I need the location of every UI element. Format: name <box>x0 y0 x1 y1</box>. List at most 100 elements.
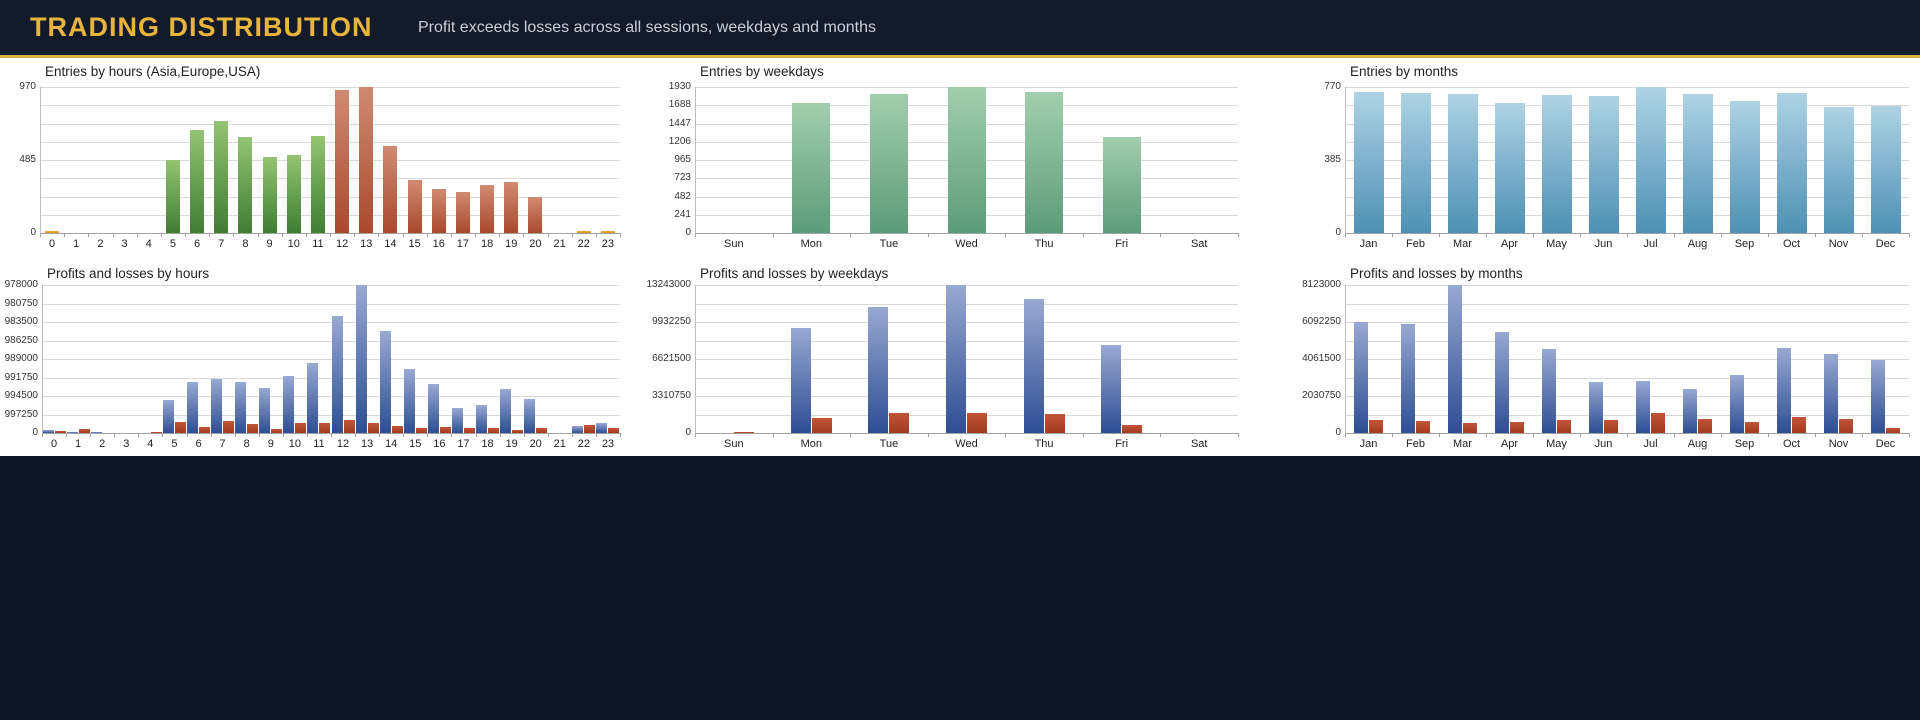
y-tick-label: 0 <box>32 427 38 438</box>
bar-loss-22 <box>584 425 596 433</box>
x-axis-tick <box>306 433 308 437</box>
bar-6 <box>190 130 205 233</box>
bar-loss-Aug <box>1698 419 1712 433</box>
bar-profit-8 <box>235 382 247 433</box>
x-axis-tick <box>426 233 428 237</box>
bar-profit-9 <box>259 388 271 433</box>
bar-profit-Apr <box>1495 332 1509 433</box>
y-tick-label: 3310750 <box>652 390 691 401</box>
y-tick-label: 978000 <box>4 279 38 290</box>
x-axis-tick <box>595 433 597 437</box>
bar-loss-Jul <box>1651 413 1665 433</box>
x-tick-label: Wed <box>955 438 978 450</box>
x-tick-label: 2 <box>97 238 104 250</box>
bar-Aug <box>1682 94 1713 233</box>
x-tick-label: Nov <box>1828 238 1849 250</box>
bar-profit-11 <box>307 363 319 433</box>
x-tick-label: 11 <box>313 438 325 450</box>
x-axis-tick <box>695 233 696 237</box>
x-axis-tick <box>620 233 621 237</box>
bar-profit-12 <box>331 316 343 433</box>
x-axis-tick <box>1862 433 1863 437</box>
bar-profit-17 <box>451 408 463 433</box>
x-axis-tick <box>1005 433 1007 437</box>
y-tick-label: 1447 <box>668 117 691 129</box>
gridline <box>1345 396 1909 397</box>
y-axis-line <box>1345 285 1346 437</box>
bar-Jul <box>1635 87 1666 233</box>
x-tick-label: Fri <box>1115 238 1129 250</box>
gridline <box>1345 196 1909 198</box>
x-axis-tick <box>547 433 549 437</box>
x-tick-label: 18 <box>480 238 494 250</box>
bar-loss-Tue <box>889 413 910 433</box>
x-tick-label: Aug <box>1687 238 1708 250</box>
x-axis-tick <box>1909 433 1910 437</box>
x-tick-label: 1 <box>73 238 80 250</box>
x-tick-label: Jul <box>1643 238 1658 250</box>
bar-profit-Aug <box>1683 389 1697 433</box>
bar-loss-Oct <box>1792 417 1806 433</box>
bar-profit-Nov <box>1824 354 1838 433</box>
x-axis-tick <box>695 433 696 437</box>
x-tick-label: 20 <box>529 438 542 450</box>
bar-loss-18 <box>488 428 500 433</box>
x-axis-tick <box>42 433 43 437</box>
bar-loss-10 <box>295 423 307 433</box>
y-tick-label: 0 <box>685 427 691 438</box>
x-axis-tick <box>281 233 283 237</box>
x-tick-label: 12 <box>336 438 350 450</box>
x-tick-label: 16 <box>433 438 446 450</box>
x-tick-label: 9 <box>266 238 273 250</box>
x-tick-label: 23 <box>601 238 615 250</box>
bar-loss-7 <box>223 421 235 433</box>
gridline <box>1345 178 1909 180</box>
x-axis-tick <box>160 233 162 237</box>
bar-profit-May <box>1542 349 1556 433</box>
x-tick-label: 21 <box>553 238 566 250</box>
y-axis-line <box>695 285 696 437</box>
x-axis-tick <box>927 433 929 437</box>
bar-profit-Oct <box>1777 348 1791 433</box>
bar-profit-0 <box>42 430 54 433</box>
bar-loss-11 <box>319 423 331 433</box>
bar-loss-Mon <box>811 418 832 433</box>
y-tick-label: 980750 <box>4 297 38 309</box>
bar-profit-Jan <box>1354 322 1368 433</box>
x-axis-tick <box>427 433 429 437</box>
x-tick-label: 17 <box>456 238 470 250</box>
bar-13 <box>359 87 374 233</box>
bar-loss-19 <box>512 430 524 433</box>
bar-loss-Wed <box>967 413 987 433</box>
x-tick-label: Apr <box>1500 238 1519 250</box>
x-axis-tick <box>1486 433 1487 437</box>
x-axis-tick <box>1392 233 1393 237</box>
x-tick-label: Mon <box>800 438 823 450</box>
x-tick-label: Nov <box>1828 438 1849 450</box>
bar-loss-Apr <box>1510 422 1524 433</box>
x-axis-tick <box>305 233 307 237</box>
gridline <box>40 214 620 216</box>
bar-22 <box>576 231 591 233</box>
page-subtitle: Profit exceeds losses across all session… <box>418 19 876 36</box>
x-axis-tick <box>927 233 929 237</box>
bar-loss-Feb <box>1416 421 1430 433</box>
x-tick-label: Oct <box>1782 438 1801 450</box>
x-axis-tick <box>1721 433 1722 437</box>
x-axis-tick <box>571 233 573 237</box>
bar-loss-0 <box>54 431 66 433</box>
bar-loss-20 <box>536 428 548 433</box>
gridline <box>695 285 1238 286</box>
gridline <box>40 141 620 143</box>
gridline <box>695 377 1238 379</box>
gridline <box>42 303 620 305</box>
y-tick-label: 8123000 <box>1302 279 1341 290</box>
x-axis-tick <box>1005 233 1007 237</box>
bar-loss-23 <box>608 428 620 433</box>
x-tick-label: Thu <box>1034 438 1054 450</box>
bar-9 <box>262 157 277 233</box>
bar-profit-Fri <box>1101 345 1122 433</box>
x-tick-label: 5 <box>169 238 176 250</box>
y-tick-label: 241 <box>674 208 691 220</box>
gridline <box>40 178 620 180</box>
